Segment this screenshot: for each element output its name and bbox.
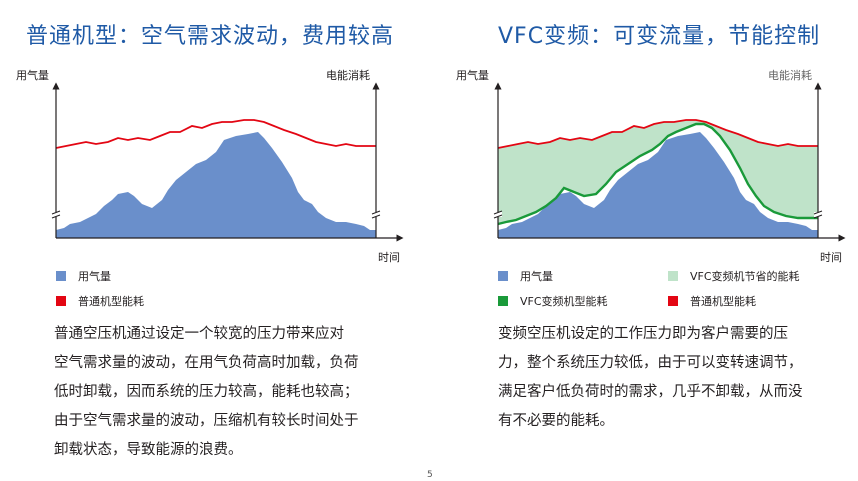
right-description-line: 力，整个系统压力较低，由于可以变转速调节， [498, 355, 803, 371]
legend-label: 普通机型能耗 [78, 295, 144, 308]
left-chart [51, 82, 404, 242]
right-description-line: 变频空压机设定的工作压力即为客户需要的压 [498, 326, 788, 342]
right-y-axis-label: 用气量 [456, 69, 489, 82]
right-legend-ordinary-energy: 普通机型能耗 [668, 293, 756, 309]
right-legend-vfc-energy: VFC变频机型能耗 [498, 293, 608, 309]
right-vfc-energy-line [497, 122, 818, 226]
saved-energy-swatch [668, 271, 678, 281]
legend-label: VFC变频机型能耗 [520, 295, 608, 308]
left-y2-axis-label: 电能消耗 [326, 69, 370, 82]
left-description-line: 由于空气需求量的波动，压缩机有较长时间处于 [54, 413, 359, 429]
right-saved-energy-area [498, 120, 818, 224]
left-description-line: 普通空压机通过设定一个较宽的压力带来应对 [54, 326, 344, 342]
legend-label: 用气量 [520, 270, 553, 283]
ordinary-energy-swatch [56, 296, 66, 306]
left-x-axis-label: 时间 [378, 251, 400, 264]
air-demand-swatch [56, 271, 66, 281]
right-description-line: 满足客户低负荷时的需求，几乎不卸载，从而没 [498, 384, 803, 400]
right-chart [493, 82, 846, 242]
right-air-demand-area [498, 132, 818, 238]
legend-label: 普通机型能耗 [690, 295, 756, 308]
left-y-axis-label: 用气量 [16, 69, 49, 82]
page-number: 5 [427, 470, 433, 480]
right-legend-air-demand: 用气量 [498, 268, 553, 284]
left-description-line: 空气需求量的波动，在用气负荷高时加载，负荷 [54, 355, 359, 371]
air-demand-swatch [498, 271, 508, 281]
left-description-line: 低时卸载，因而系统的压力较高，能耗也较高； [54, 384, 359, 400]
vfc-energy-swatch [498, 296, 508, 306]
left-title: 普通机型：空气需求波动，费用较高 [26, 24, 395, 49]
left-legend-ordinary-energy: 普通机型能耗 [56, 293, 144, 309]
right-legend-saved-energy: VFC变频机节省的能耗 [668, 268, 800, 284]
ordinary-energy-swatch [668, 296, 678, 306]
right-description: 变频空压机设定的工作压力即为客户需要的压 力，整个系统压力较低，由于可以变转速调… [498, 320, 803, 436]
left-ordinary-energy-line [55, 119, 376, 149]
left-description-line: 卸载状态，导致能源的浪费。 [54, 442, 243, 458]
right-description-line: 有不必要的能耗。 [498, 413, 614, 429]
right-title: VFC变频：可变流量，节能控制 [498, 24, 821, 49]
right-x-axis-label: 时间 [820, 251, 842, 264]
right-y2-axis-label: 电能消耗 [768, 69, 812, 82]
right-ordinary-energy-line [497, 119, 818, 149]
legend-label: 用气量 [78, 270, 111, 283]
left-axis-break-icon [51, 210, 381, 219]
left-legend-air-demand: 用气量 [56, 268, 111, 284]
left-description: 普通空压机通过设定一个较宽的压力带来应对 空气需求量的波动，在用气负荷高时加载，… [54, 320, 359, 465]
right-axis-break-icon [493, 210, 823, 219]
legend-label: VFC变频机节省的能耗 [690, 270, 800, 283]
left-air-demand-area [56, 132, 376, 238]
